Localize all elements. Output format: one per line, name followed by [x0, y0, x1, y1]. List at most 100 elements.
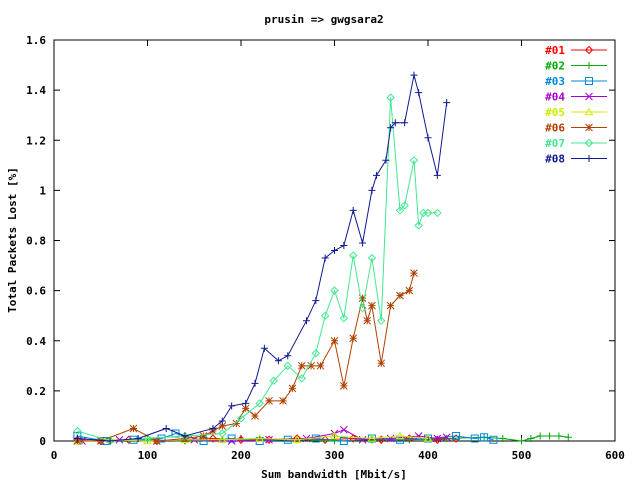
- series-06-point: [405, 286, 414, 295]
- series-08-point: [162, 424, 170, 432]
- x-tick-label: 0: [51, 449, 58, 462]
- series-06-point: [358, 294, 367, 302]
- series-07: [73, 93, 442, 446]
- series-07-line: [77, 97, 438, 442]
- legend-label-04: #04: [545, 91, 565, 104]
- series-08-point: [349, 206, 357, 214]
- chart-title: prusin => gwgsara2: [264, 13, 383, 26]
- series-08-point: [424, 134, 432, 142]
- series-08-point: [218, 417, 226, 425]
- series-08-point: [391, 119, 399, 127]
- series-05-point: [180, 435, 190, 444]
- series-08-point: [359, 239, 367, 247]
- series-02-point: [555, 432, 563, 440]
- y-tick-label: 0.2: [26, 385, 46, 398]
- series-04-point: [265, 435, 273, 444]
- series-06-point: [265, 397, 273, 405]
- series-06-point: [368, 301, 376, 310]
- series-03-point: [171, 429, 180, 438]
- series-06-point: [241, 404, 250, 413]
- series-06-point: [377, 359, 386, 368]
- series-07-point: [423, 208, 433, 218]
- series-02-point: [546, 432, 554, 440]
- series-06-point: [316, 361, 325, 370]
- legend-marker-02: [585, 62, 593, 69]
- series-07-point: [255, 399, 264, 408]
- legend-marker-06: [585, 123, 593, 132]
- series-06-point: [363, 316, 372, 325]
- legend-marker-01: [584, 45, 594, 55]
- series-07-point: [143, 434, 152, 443]
- x-tick-label: 400: [418, 449, 438, 462]
- series-07-point: [433, 208, 442, 218]
- series-03-point: [452, 431, 461, 440]
- legend-label-06: #06: [545, 122, 565, 135]
- series-02-point: [527, 434, 535, 442]
- legend-marker-03: [585, 77, 593, 85]
- series-06-point: [396, 291, 404, 300]
- series-07-point: [358, 303, 367, 313]
- series-08-point: [251, 379, 259, 387]
- y-tick-label: 1.4: [26, 84, 46, 97]
- series-06-point: [129, 424, 138, 433]
- series-08-point: [373, 171, 381, 179]
- series-05-point: [255, 433, 265, 442]
- series-07-point: [311, 349, 321, 358]
- series-08-point: [260, 344, 268, 352]
- series-03-point: [129, 435, 138, 444]
- series-04-point: [433, 434, 442, 443]
- series-03-point: [480, 433, 489, 442]
- series-03-point: [470, 434, 479, 443]
- series-08-point: [382, 156, 390, 164]
- series-08-point: [443, 99, 451, 107]
- series-08-point: [368, 186, 376, 194]
- x-tick-label: 100: [138, 449, 158, 462]
- series-04-point: [227, 437, 236, 445]
- series-08-point: [284, 352, 292, 360]
- series-03-point: [311, 434, 320, 443]
- y-tick-label: 1.2: [26, 134, 46, 147]
- series-08-point: [181, 432, 189, 440]
- series-05-point: [367, 433, 377, 442]
- series-08-point: [433, 171, 441, 179]
- series-07-point: [414, 221, 423, 230]
- series-07-point: [73, 426, 82, 436]
- series-08-point: [134, 434, 142, 442]
- series-08-point: [331, 247, 338, 255]
- series-02-point: [564, 433, 572, 441]
- series-07-point: [320, 311, 330, 320]
- legend-label-05: #05: [545, 106, 565, 119]
- legend-marker-05: [584, 107, 594, 116]
- series-03: [73, 429, 498, 445]
- series-06-point: [251, 412, 259, 420]
- y-tick-label: 0.6: [26, 285, 46, 298]
- series-06-point: [279, 397, 287, 405]
- series-06-point: [96, 437, 105, 445]
- legend-marker-07: [584, 138, 594, 148]
- legend-label-03: #03: [545, 75, 565, 88]
- series-07-point: [283, 361, 292, 371]
- series-05-point: [423, 433, 433, 442]
- series-08-line: [77, 74, 448, 442]
- series-07-point: [367, 253, 377, 263]
- series-08-point: [387, 124, 395, 132]
- legend-label-02: #02: [545, 60, 565, 73]
- series-02-point: [499, 434, 507, 442]
- series-06-line: [77, 272, 415, 442]
- series-08-point: [321, 254, 329, 262]
- y-tick-label: 1.6: [26, 34, 46, 47]
- series-03-point: [283, 435, 292, 444]
- series-08-point: [274, 357, 282, 365]
- series-08-point: [73, 434, 81, 442]
- series-07-point: [386, 93, 395, 102]
- y-tick-label: 0.8: [26, 235, 46, 248]
- series-07-point: [395, 206, 405, 215]
- series-01-point: [208, 434, 218, 443]
- series-06-point: [386, 301, 395, 310]
- series-07-point: [409, 156, 419, 165]
- series-01-point: [451, 434, 461, 443]
- series-layer: [73, 71, 572, 446]
- series-05-point: [395, 431, 405, 440]
